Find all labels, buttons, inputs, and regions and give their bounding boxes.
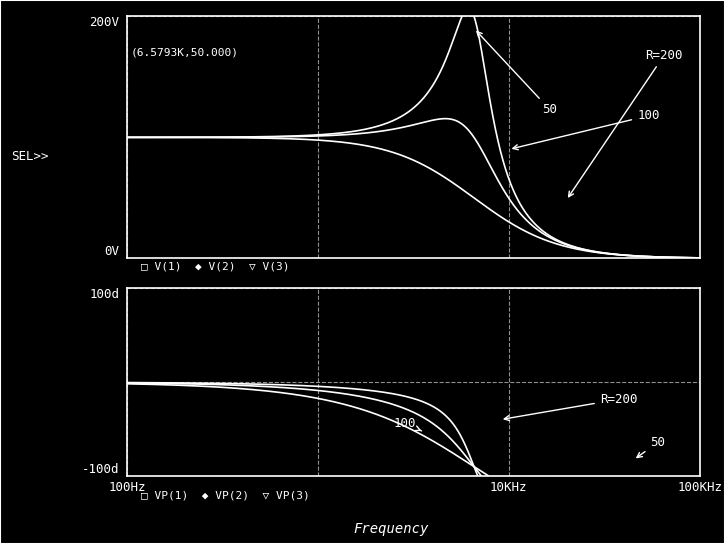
Text: 100d: 100d [90, 288, 120, 301]
Text: Frequency: Frequency [354, 522, 429, 536]
Text: -100d: -100d [82, 463, 120, 476]
Text: (6.5793K,50.000): (6.5793K,50.000) [131, 47, 239, 57]
Text: □ VP(1)  ◆ VP(2)  ▽ VP(3): □ VP(1) ◆ VP(2) ▽ VP(3) [141, 491, 310, 501]
Text: 100: 100 [513, 109, 660, 150]
Text: 0V: 0V [104, 245, 120, 258]
Text: 100: 100 [394, 417, 422, 431]
Text: □ V(1)  ◆ V(2)  ▽ V(3): □ V(1) ◆ V(2) ▽ V(3) [141, 261, 290, 271]
Text: R=200: R=200 [568, 48, 683, 197]
Text: 200V: 200V [90, 16, 120, 29]
Text: SEL>>: SEL>> [11, 150, 49, 163]
Text: 50: 50 [477, 32, 558, 116]
Text: 50: 50 [637, 436, 665, 458]
Text: R=200: R=200 [505, 393, 637, 421]
